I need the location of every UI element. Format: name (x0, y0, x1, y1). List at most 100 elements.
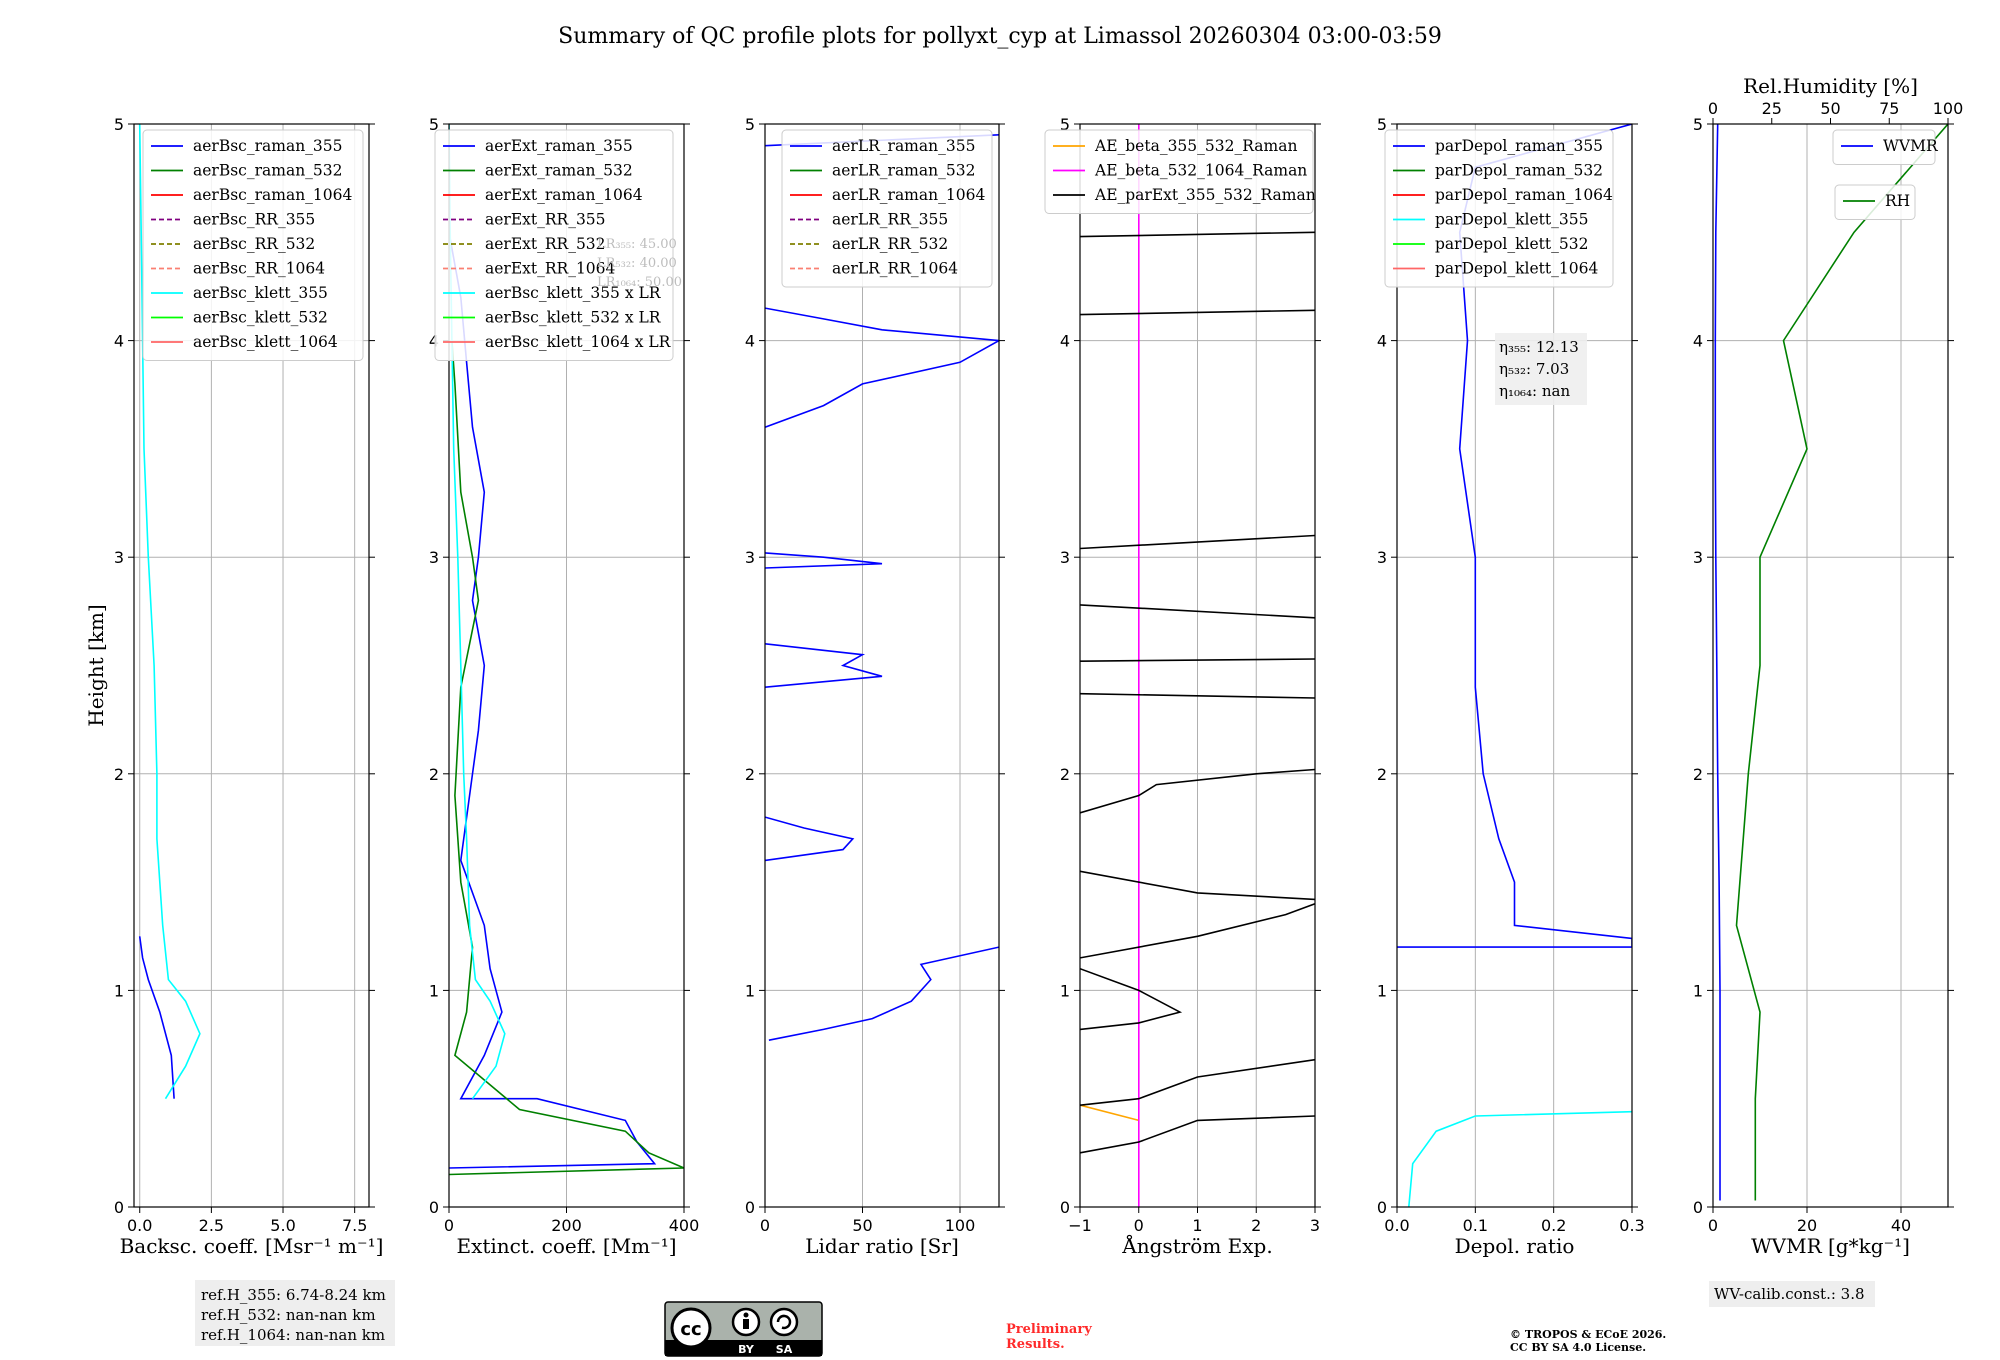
legend-entry: aerExt_raman_1064 (485, 186, 643, 204)
panels: 0.0 2.5 5.0 7.5 0 1 2 3 4 5 Backsc. coeff. [Msr⁻¹ … (84, 74, 1963, 1307)
series-AE_parExt_355_532_Raman_d (1080, 903, 1315, 959)
legend-box (1384, 129, 1614, 288)
copyright-note: © TROPOS & ECoE 2026. CC BY SA 4.0 Licen… (1510, 1328, 1666, 1354)
top-xtick-label: 100 (1933, 99, 1964, 118)
cc-text: cc (680, 1319, 701, 1340)
top-xtick-label: 0 (1708, 99, 1718, 118)
series-AE_parExt_355_532_Raman_e (1080, 870, 1315, 901)
series-AE_parExt_355_532_Raman_b (1080, 1058, 1315, 1106)
legend-entry: aerBsc_raman_355 (193, 137, 343, 155)
legend-box (1834, 184, 1916, 220)
by-label: BY (738, 1343, 755, 1356)
legend-entry: aerBsc_RR_355 (193, 211, 315, 229)
legend-entry: aerBsc_klett_1064 (193, 333, 338, 351)
legend-entry: aerBsc_raman_532 (193, 162, 343, 180)
panel-lr: 0 50 100 0 1 2 3 4 5 Lidar ratio [Sr] aerLR_raman_… (745, 115, 1005, 1258)
xtick-label: −1 (1068, 1216, 1092, 1235)
panel-bsc: 0.0 2.5 5.0 7.5 0 1 2 3 4 5 Backsc. coeff. [Msr⁻¹ … (84, 115, 383, 1258)
ytick-label: 2 (114, 765, 124, 784)
figure-title: Summary of QC profile plots for pollyxt_… (558, 24, 1442, 49)
ytick-label: 0 (429, 1198, 439, 1217)
series-AE_parExt_355_532_Raman_i (1080, 604, 1315, 619)
ytick-label: 2 (1377, 765, 1387, 784)
x-axis-label: Depol. ratio (1455, 1234, 1575, 1258)
x-axis-label: Lidar ratio [Sr] (805, 1234, 959, 1258)
panel-wv: 0 20 40 0 1 2 3 4 5 WVMR [g*kg⁻¹] 0 25 50 75 100 Rel.Hu… (1693, 74, 1963, 1307)
legend-entry: parDepol_raman_532 (1435, 162, 1603, 180)
legend-entry: aerLR_RR_355 (832, 211, 948, 229)
legend-entry: AE_parExt_355_532_Raman (1094, 186, 1316, 204)
top-xtick-label: 25 (1762, 99, 1782, 118)
xtick-label: 20 (1797, 1216, 1817, 1235)
ytick-label: 4 (1693, 332, 1703, 351)
xtick-label: 0.3 (1619, 1216, 1644, 1235)
ytick-label: 4 (114, 332, 124, 351)
legend: parDepol_raman_355 parDepol_raman_532 parD… (1384, 129, 1614, 288)
series-AE_parExt_355_532_Raman_f (1080, 768, 1315, 814)
top-xtick-label: 50 (1820, 99, 1840, 118)
legend-entry: aerExt_raman_355 (485, 137, 633, 155)
calib-box (1709, 1281, 1875, 1307)
xtick-label: 40 (1891, 1216, 1911, 1235)
copyright-line-2: CC BY SA 4.0 License. (1510, 1341, 1646, 1354)
series-AE_parExt_355_532_Raman_j (1080, 534, 1315, 550)
legend-rh: RH (1834, 184, 1916, 220)
series-AE_parExt_355_532_Raman_c (1080, 967, 1183, 1031)
sa-icon (769, 1307, 799, 1337)
axes-frame (1396, 123, 1633, 1208)
legend-box (142, 129, 364, 361)
ytick-label: 1 (1693, 981, 1703, 1000)
x-axis-label: Extinct. coeff. [Mm⁻¹] (456, 1234, 676, 1258)
preliminary-note: Preliminary Results. (1006, 1322, 1092, 1352)
ytick-label: 0 (1060, 1198, 1070, 1217)
legend-entry: aerExt_RR_532 (485, 235, 606, 253)
series-AE_parExt_355_532_Raman_h (1080, 658, 1315, 662)
ref-h-355: ref.H_355: 6.74-8.24 km (201, 1286, 386, 1304)
preliminary-line-1: Preliminary (1006, 1322, 1092, 1337)
xtick-label: 7.5 (342, 1216, 367, 1235)
legend-box (1832, 129, 1936, 165)
legend-entry: parDepol_raman_355 (1435, 137, 1603, 155)
ytick-label: 1 (1377, 981, 1387, 1000)
xtick-label: 100 (945, 1216, 976, 1235)
panel-depol: 0.0 0.1 0.2 0.3 0 1 2 3 4 5 Depol. ratio parDepol_r… (1377, 115, 1645, 1258)
xtick-label: 0 (444, 1216, 454, 1235)
ytick-label: 1 (114, 981, 124, 1000)
preliminary-line-2: Results. (1006, 1337, 1065, 1352)
legend: AE_beta_355_532_Raman AE_beta_532_1064_Ra… (1044, 129, 1316, 214)
legend-entry: aerExt_RR_1064 (485, 260, 616, 278)
top-xtick-label: 75 (1879, 99, 1899, 118)
ytick-label: 4 (1377, 332, 1387, 351)
panel-ext: 0 200 400 0 1 2 3 4 5 Extinct. coeff. [Mm⁻¹] aerEx… (429, 115, 699, 1258)
legend-entry: parDepol_klett_532 (1435, 235, 1588, 253)
ytick-label: 5 (429, 115, 439, 134)
series-aerExt_raman_355 (449, 232, 657, 1169)
ytick-label: 1 (745, 981, 755, 1000)
axes-frame (1712, 123, 1949, 1208)
ytick-label: 5 (1693, 115, 1703, 134)
xtick-label: 0.0 (127, 1216, 152, 1235)
legend-entry: AE_beta_532_1064_Raman (1094, 162, 1307, 180)
ytick-label: 5 (1060, 115, 1070, 134)
ytick-label: 5 (745, 115, 755, 134)
series-WVMR (1714, 124, 1721, 1201)
ytick-label: 5 (1377, 115, 1387, 134)
series-AE_beta_355_532_Raman (1080, 1104, 1140, 1122)
series-aerBsc_klett_355 (138, 124, 201, 1100)
ytick-label: 2 (1693, 765, 1703, 784)
ytick-label: 3 (1693, 548, 1703, 567)
calib-annotation: WV-calib.const.: 3.8 (1714, 1285, 1865, 1303)
series-aerExt_raman_532 (449, 340, 684, 1176)
xtick-label: 0 (1708, 1216, 1718, 1235)
series-aerLR_raman_355_upper (765, 816, 855, 862)
series-aerLR_raman_355 (768, 946, 999, 1041)
legend-entry: AE_beta_355_532_Raman (1094, 137, 1297, 155)
copyright-line-1: © TROPOS & ECoE 2026. (1510, 1328, 1666, 1341)
xtick-label: 0.1 (1463, 1216, 1488, 1235)
cc-license-badge: cc BY SA (664, 1301, 823, 1357)
series-AE_parExt_355_532_Raman_k (1080, 309, 1315, 316)
legend-entry: aerBsc_raman_1064 (193, 186, 353, 204)
xtick-label: 2.5 (199, 1216, 224, 1235)
